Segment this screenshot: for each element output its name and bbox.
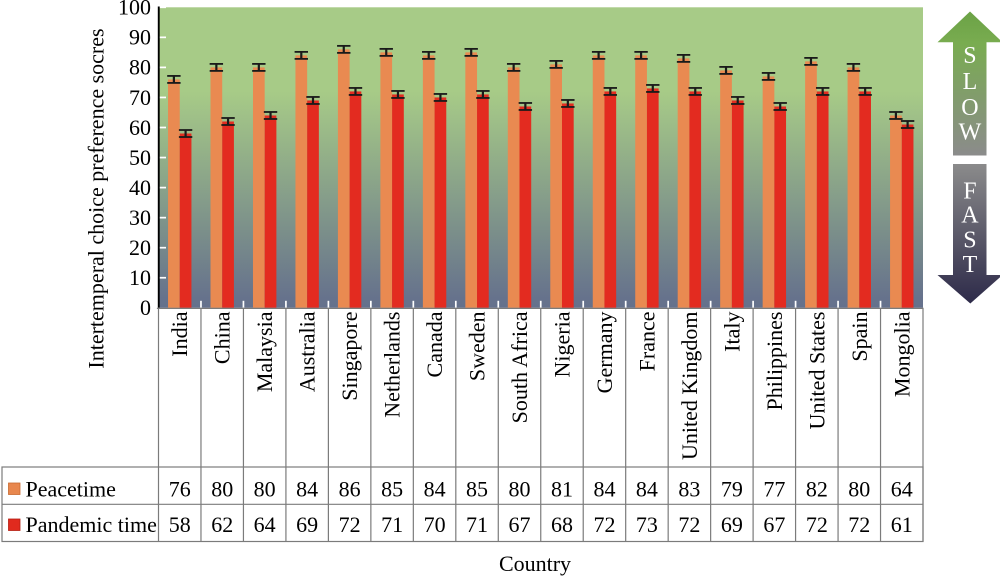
svg-text:80: 80 bbox=[254, 477, 276, 502]
svg-text:67: 67 bbox=[763, 512, 785, 537]
svg-text:S: S bbox=[963, 43, 976, 69]
svg-text:Germany: Germany bbox=[592, 312, 617, 394]
svg-text:60: 60 bbox=[129, 115, 151, 140]
svg-text:Australia: Australia bbox=[295, 311, 320, 392]
svg-text:80: 80 bbox=[848, 477, 870, 502]
svg-text:69: 69 bbox=[721, 512, 743, 537]
svg-text:62: 62 bbox=[211, 512, 233, 537]
svg-text:90: 90 bbox=[129, 25, 151, 50]
svg-text:W: W bbox=[959, 120, 982, 146]
svg-text:100: 100 bbox=[118, 0, 151, 20]
svg-text:T: T bbox=[963, 252, 978, 278]
svg-text:83: 83 bbox=[678, 477, 700, 502]
svg-text:67: 67 bbox=[509, 512, 531, 537]
svg-text:30: 30 bbox=[129, 205, 151, 230]
svg-text:India: India bbox=[167, 311, 192, 356]
svg-text:71: 71 bbox=[466, 512, 488, 537]
svg-text:77: 77 bbox=[763, 477, 785, 502]
svg-text:S: S bbox=[963, 228, 976, 254]
svg-text:70: 70 bbox=[129, 85, 151, 110]
svg-text:Sweden: Sweden bbox=[465, 312, 490, 382]
svg-text:82: 82 bbox=[806, 477, 828, 502]
svg-text:80: 80 bbox=[509, 477, 531, 502]
svg-text:61: 61 bbox=[891, 512, 913, 537]
svg-text:South Africa: South Africa bbox=[507, 311, 532, 423]
svg-text:64: 64 bbox=[891, 477, 913, 502]
svg-text:40: 40 bbox=[129, 175, 151, 200]
svg-text:United Kingdom: United Kingdom bbox=[677, 312, 702, 461]
svg-text:Mongolia: Mongolia bbox=[889, 311, 914, 397]
svg-text:United States: United States bbox=[804, 312, 829, 430]
svg-text:76: 76 bbox=[169, 477, 191, 502]
svg-text:86: 86 bbox=[339, 477, 361, 502]
svg-text:Malaysia: Malaysia bbox=[252, 311, 277, 392]
svg-text:72: 72 bbox=[339, 512, 361, 537]
svg-text:0: 0 bbox=[140, 295, 151, 320]
svg-text:84: 84 bbox=[593, 477, 615, 502]
svg-text:Canada: Canada bbox=[422, 311, 447, 377]
svg-text:Netherlands: Netherlands bbox=[380, 312, 405, 418]
svg-text:85: 85 bbox=[381, 477, 403, 502]
svg-text:71: 71 bbox=[381, 512, 403, 537]
svg-text:Nigeria: Nigeria bbox=[549, 311, 574, 377]
svg-text:Country: Country bbox=[499, 551, 571, 576]
svg-text:79: 79 bbox=[721, 477, 743, 502]
svg-text:84: 84 bbox=[296, 477, 318, 502]
svg-text:Philippines: Philippines bbox=[762, 312, 787, 411]
svg-text:Italy: Italy bbox=[719, 312, 744, 352]
svg-text:Peacetime: Peacetime bbox=[26, 477, 116, 502]
svg-text:72: 72 bbox=[593, 512, 615, 537]
svg-text:20: 20 bbox=[129, 235, 151, 260]
svg-text:84: 84 bbox=[636, 477, 658, 502]
svg-text:Spain: Spain bbox=[847, 312, 872, 362]
svg-text:Singapore: Singapore bbox=[337, 312, 362, 401]
svg-text:58: 58 bbox=[169, 512, 191, 537]
svg-text:81: 81 bbox=[551, 477, 573, 502]
svg-text:80: 80 bbox=[129, 55, 151, 80]
svg-text:Pandemic time: Pandemic time bbox=[26, 512, 157, 537]
svg-text:A: A bbox=[961, 203, 979, 229]
svg-text:84: 84 bbox=[424, 477, 446, 502]
svg-text:Intertemperal choice preferenc: Intertemperal choice preference socres bbox=[84, 28, 109, 368]
svg-text:85: 85 bbox=[466, 477, 488, 502]
svg-text:O: O bbox=[961, 95, 978, 121]
svg-text:50: 50 bbox=[129, 145, 151, 170]
svg-text:72: 72 bbox=[848, 512, 870, 537]
svg-text:68: 68 bbox=[551, 512, 573, 537]
svg-text:L: L bbox=[963, 69, 978, 95]
svg-text:France: France bbox=[634, 312, 659, 372]
svg-text:F: F bbox=[963, 179, 976, 205]
svg-text:69: 69 bbox=[296, 512, 318, 537]
svg-text:China: China bbox=[210, 311, 235, 364]
svg-text:80: 80 bbox=[211, 477, 233, 502]
svg-text:10: 10 bbox=[129, 265, 151, 290]
svg-text:64: 64 bbox=[254, 512, 276, 537]
svg-text:73: 73 bbox=[636, 512, 658, 537]
svg-text:72: 72 bbox=[678, 512, 700, 537]
svg-text:70: 70 bbox=[424, 512, 446, 537]
svg-text:72: 72 bbox=[806, 512, 828, 537]
